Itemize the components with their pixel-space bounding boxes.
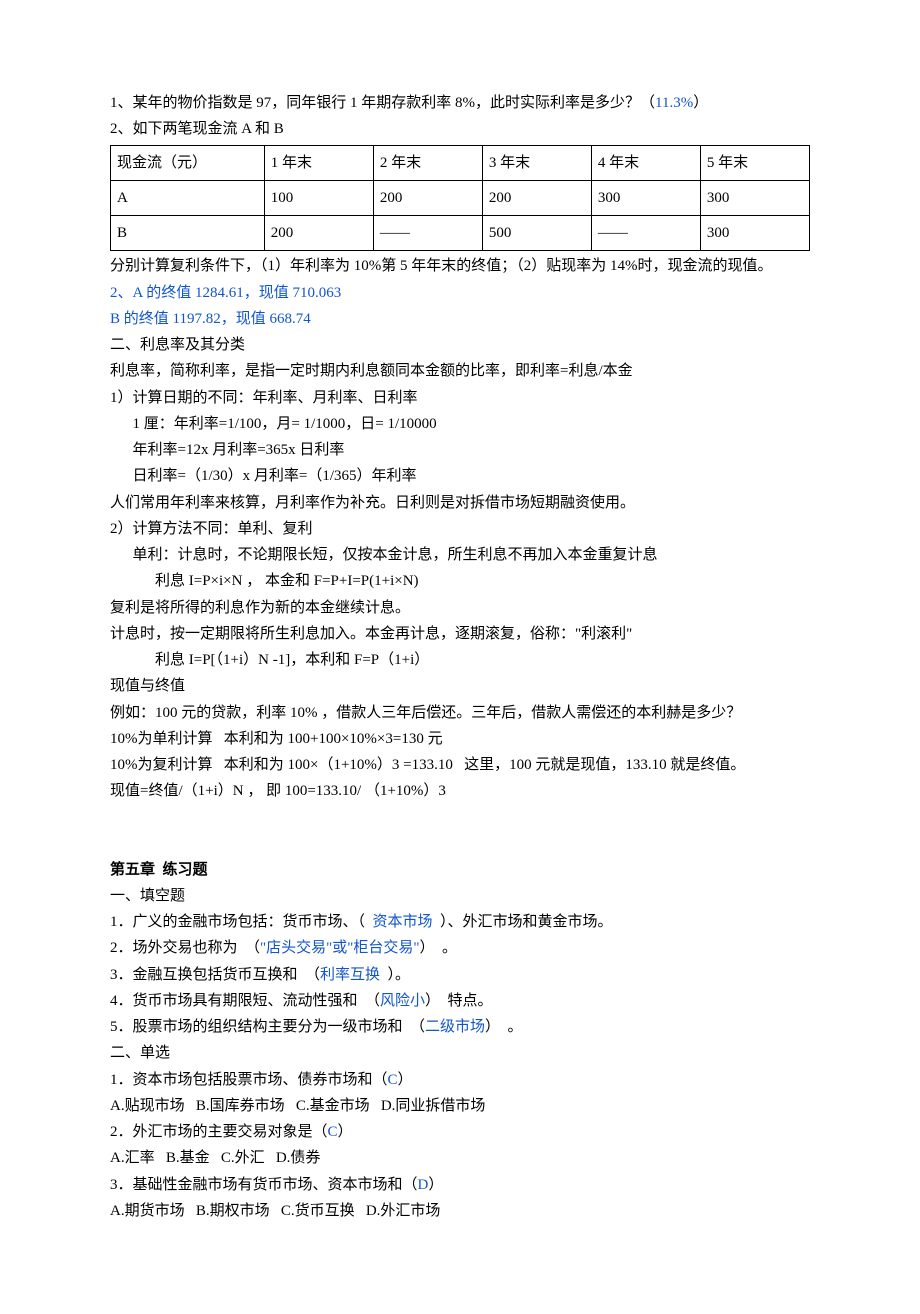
mc-options: A.期货市场 B.期权市场 C.货币互换 D.外汇市场 bbox=[110, 1198, 810, 1224]
cashflow-table: 现金流（元） 1 年末 2 年末 3 年末 4 年末 5 年末 A 100 20… bbox=[110, 145, 810, 252]
body-text: 利息 I=P×i×N ， 本金和 F=P+I=P(1+i×N) bbox=[110, 568, 810, 594]
fill-answer: "店头交易"或"柜台交易" bbox=[260, 940, 420, 956]
table-header-cell: 3 年末 bbox=[482, 145, 591, 180]
body-text: 10%为复利计算 本利和为 100×（1+10%）3 =133.10 这里，10… bbox=[110, 752, 810, 778]
table-cell: —— bbox=[591, 216, 700, 251]
body-text: 1 厘：年利率=1/100，月= 1/1000，日= 1/10000 bbox=[110, 411, 810, 437]
fill-answer: 风险小 bbox=[380, 993, 425, 1009]
mc-answer: C bbox=[328, 1124, 338, 1140]
table-header-cell: 现金流（元） bbox=[111, 145, 265, 180]
mc-answer: D bbox=[418, 1177, 429, 1193]
q1-tail: ） bbox=[693, 95, 708, 111]
after-table-text: 分别计算复利条件下，（1）年利率为 10%第 5 年年末的终值；（2）贴现率为 … bbox=[110, 253, 810, 279]
table-cell: 200 bbox=[482, 180, 591, 215]
body-text: 现值=终值/（1+i）N ， 即 100=133.10/ （1+10%）3 bbox=[110, 778, 810, 804]
chapter-title: 第五章 练习题 bbox=[110, 857, 810, 883]
body-text: 利息率，简称利率，是指一定时期内利息额同本金额的比率，即利率=利息/本金 bbox=[110, 358, 810, 384]
table-cell: 300 bbox=[700, 180, 809, 215]
body-text: 1）计算日期的不同：年利率、月利率、日利率 bbox=[110, 385, 810, 411]
table-cell: 200 bbox=[264, 216, 373, 251]
mc-options: A.汇率 B.基金 C.外汇 D.债券 bbox=[110, 1145, 810, 1171]
question-2-intro: 2、如下两笔现金流 A 和 B bbox=[110, 116, 810, 142]
table-header-cell: 5 年末 bbox=[700, 145, 809, 180]
mc-question: 2．外汇市场的主要交易对象是（C） bbox=[110, 1119, 810, 1145]
body-text: 二、利息率及其分类 bbox=[110, 332, 810, 358]
fill-answer: 资本市场 bbox=[373, 914, 433, 930]
table-cell: 300 bbox=[591, 180, 700, 215]
mc-options: A.贴现市场 B.国库券市场 C.基金市场 D.同业拆借市场 bbox=[110, 1093, 810, 1119]
table-header-cell: 2 年末 bbox=[373, 145, 482, 180]
section-header: 二、单选 bbox=[110, 1040, 810, 1066]
answer-line: B 的终值 1197.82，现值 668.74 bbox=[110, 306, 810, 332]
body-text: 现值与终值 bbox=[110, 673, 810, 699]
table-cell: B bbox=[111, 216, 265, 251]
table-cell: —— bbox=[373, 216, 482, 251]
body-text: 单利：计息时，不论期限长短，仅按本金计息，所生利息不再加入本金重复计息 bbox=[110, 542, 810, 568]
spacer bbox=[110, 831, 810, 857]
body-text: 人们常用年利率来核算，月利率作为补充。日利则是对拆借市场短期融资使用。 bbox=[110, 490, 810, 516]
table-header-row: 现金流（元） 1 年末 2 年末 3 年末 4 年末 5 年末 bbox=[111, 145, 810, 180]
table-header-cell: 1 年末 bbox=[264, 145, 373, 180]
body-text: 10%为单利计算 本利和为 100+100×10%×3=130 元 bbox=[110, 726, 810, 752]
body-text: 日利率=（1/30）x 月利率=（1/365）年利率 bbox=[110, 463, 810, 489]
fill-item: 4．货币市场具有期限短、流动性强和 （风险小） 特点。 bbox=[110, 988, 810, 1014]
mc-question: 1．资本市场包括股票市场、债券市场和（C） bbox=[110, 1067, 810, 1093]
body-text: 利息 I=P[（1+i）N -1]，本利和 F=P（1+i） bbox=[110, 647, 810, 673]
section-header: 一、填空题 bbox=[110, 883, 810, 909]
fill-answer: 二级市场 bbox=[425, 1019, 485, 1035]
fill-item: 5．股票市场的组织结构主要分为一级市场和 （二级市场） 。 bbox=[110, 1014, 810, 1040]
table-cell: 500 bbox=[482, 216, 591, 251]
body-text: 计息时，按一定期限将所生利息加入。本金再计息，逐期滚复，俗称："利滚利" bbox=[110, 621, 810, 647]
fill-answer: 利率互换 bbox=[320, 967, 380, 983]
body-text: 年利率=12x 月利率=365x 日利率 bbox=[110, 437, 810, 463]
q1-text: 1、某年的物价指数是 97，同年银行 1 年期存款利率 8%，此时实际利率是多少… bbox=[110, 95, 655, 111]
question-1: 1、某年的物价指数是 97，同年银行 1 年期存款利率 8%，此时实际利率是多少… bbox=[110, 90, 810, 116]
table-cell: 300 bbox=[700, 216, 809, 251]
mc-question: 3．基础性金融市场有货币市场、资本市场和（D） bbox=[110, 1172, 810, 1198]
table-row: B 200 —— 500 —— 300 bbox=[111, 216, 810, 251]
table-row: A 100 200 200 300 300 bbox=[111, 180, 810, 215]
table-cell: 100 bbox=[264, 180, 373, 215]
body-text: 例如：100 元的贷款，利率 10% ，借款人三年后偿还。三年后，借款人需偿还的… bbox=[110, 700, 810, 726]
fill-item: 2．场外交易也称为 （"店头交易"或"柜台交易"） 。 bbox=[110, 935, 810, 961]
fill-item: 3．金融互换包括货币互换和 （利率互换 ）。 bbox=[110, 962, 810, 988]
mc-answer: C bbox=[388, 1072, 398, 1088]
body-text: 2）计算方法不同：单利、复利 bbox=[110, 516, 810, 542]
table-cell: 200 bbox=[373, 180, 482, 215]
body-text: 复利是将所得的利息作为新的本金继续计息。 bbox=[110, 595, 810, 621]
q1-answer: 11.3% bbox=[655, 95, 693, 111]
answer-line: 2、A 的终值 1284.61，现值 710.063 bbox=[110, 280, 810, 306]
table-header-cell: 4 年末 bbox=[591, 145, 700, 180]
table-cell: A bbox=[111, 180, 265, 215]
fill-item: 1．广义的金融市场包括：货币市场、（ 资本市场 ）、外汇市场和黄金市场。 bbox=[110, 909, 810, 935]
spacer bbox=[110, 805, 810, 831]
